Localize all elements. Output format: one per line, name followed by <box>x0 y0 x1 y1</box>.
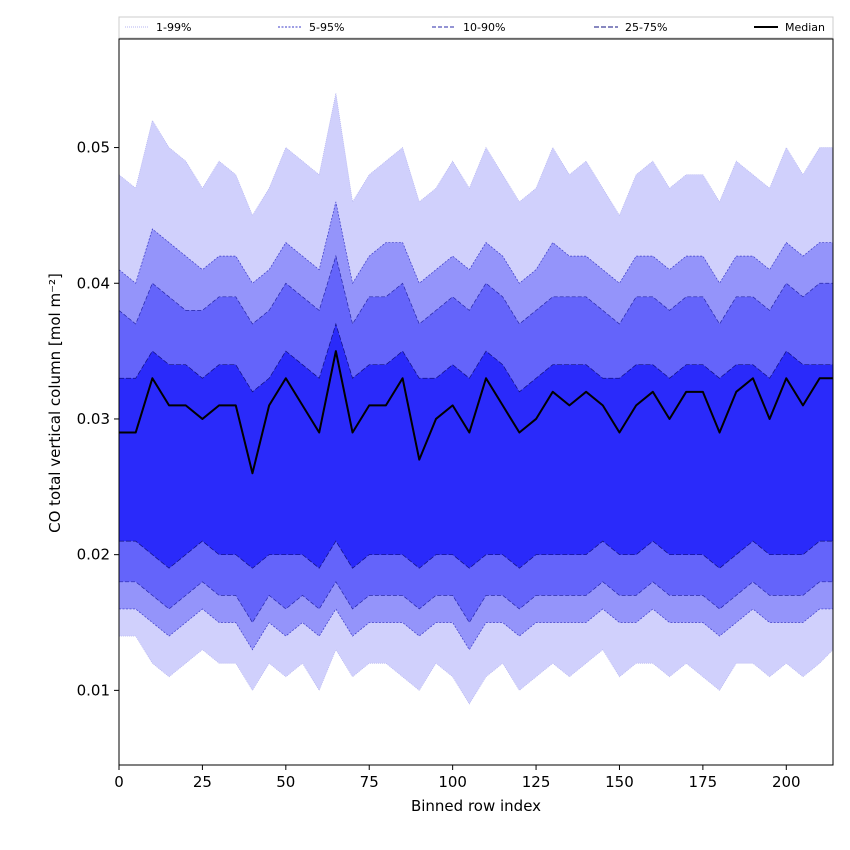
x-axis-ticks: 0 25 50 75 100 125 150 175 200 <box>114 765 801 791</box>
legend-entry: 1-99% <box>125 21 191 34</box>
legend-label: 25-75% <box>625 21 667 34</box>
band-5-to-95-pct-upper-edge <box>118 201 833 285</box>
percentile-band-edges <box>118 93 834 705</box>
x-tick-label: 0 <box>114 773 124 791</box>
x-tick-label: 200 <box>772 773 801 791</box>
band-10-to-90-pct-lower-edge <box>119 581 833 624</box>
y-axis-label: CO total vertical column [mol m⁻²] <box>46 273 64 533</box>
x-tick-label: 100 <box>438 773 467 791</box>
legend-entry: 25-75% <box>594 21 667 34</box>
band-25-to-75-pct-lower-edge <box>119 540 833 569</box>
x-tick-label: 125 <box>522 773 551 791</box>
x-tick-label: 25 <box>193 773 212 791</box>
legend-label: Median <box>785 21 825 34</box>
band-1-to-99-pct-lower-edge <box>119 635 834 705</box>
band-25-to-75-pct <box>119 323 833 569</box>
plot-frame <box>118 38 834 766</box>
x-tick-label: 175 <box>689 773 718 791</box>
median-series <box>119 350 833 475</box>
legend-entry: 5-95% <box>278 21 344 34</box>
x-tick-label: 50 <box>276 773 295 791</box>
band-5-to-95-pct-lower-edge <box>119 608 833 651</box>
y-tick-label: 0.01 <box>77 681 110 699</box>
x-tick-label: 75 <box>360 773 379 791</box>
x-axis-label: Binned row index <box>411 797 541 815</box>
legend-box <box>118 16 834 39</box>
median-line <box>119 350 833 475</box>
legend-label: 1-99% <box>156 21 191 34</box>
legend-label: 5-95% <box>309 21 344 34</box>
y-tick-label: 0.03 <box>77 410 110 428</box>
band-10-to-90-pct-upper-edge <box>118 254 833 325</box>
legend-label: 10-90% <box>463 21 505 34</box>
y-tick-label: 0.02 <box>77 546 110 564</box>
legend-entry: Median <box>754 21 825 34</box>
y-axis-ticks: 0.01 0.02 0.03 0.04 0.05 <box>77 139 119 699</box>
y-tick-label: 0.04 <box>77 274 110 292</box>
percentile-bands <box>119 93 833 704</box>
legend-entry: 10-90% <box>432 21 505 34</box>
band-25-to-75-pct-upper-edge <box>119 322 833 393</box>
legend: 1-99% 5-95% 10-90% 25-75% Median <box>118 16 834 39</box>
band-1-to-99-pct-upper-edge <box>118 93 833 217</box>
y-tick-label: 0.05 <box>77 139 110 157</box>
x-tick-label: 150 <box>605 773 634 791</box>
